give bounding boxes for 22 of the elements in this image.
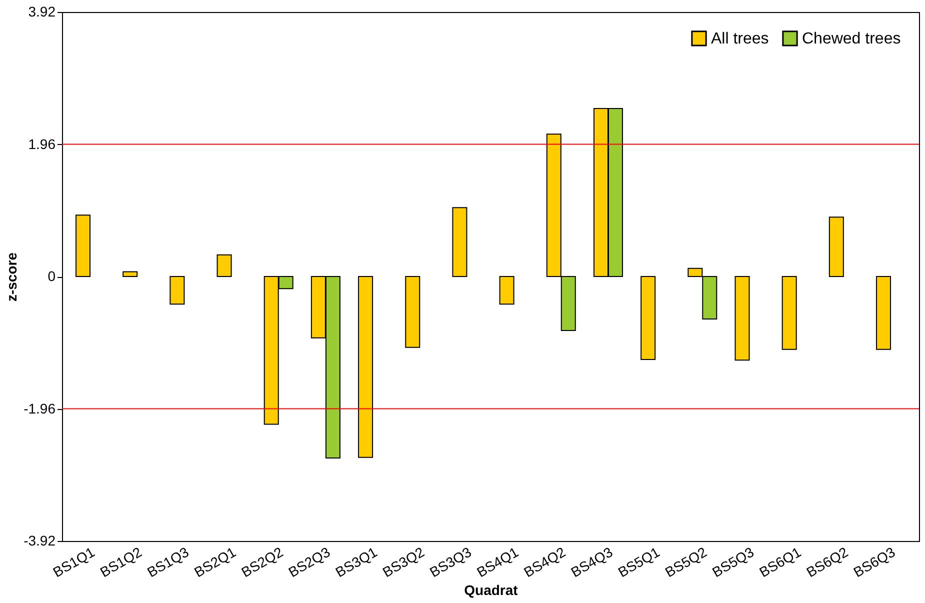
x-axis-title: Quadrat: [464, 582, 518, 598]
bar: [76, 214, 91, 277]
y-tick-label: -1.96: [24, 400, 56, 416]
legend-label: All trees: [711, 30, 769, 48]
bar: [640, 276, 656, 360]
legend-label: Chewed trees: [802, 30, 901, 48]
bar: [122, 271, 138, 277]
bar: [170, 276, 185, 305]
y-tick-label: 1.96: [28, 136, 56, 152]
y-axis-title: z-score: [4, 252, 20, 302]
bar: [405, 276, 420, 348]
bar: [876, 276, 892, 350]
y-tick-label: 3.92: [28, 4, 56, 20]
bar: [734, 276, 750, 361]
bar: [499, 276, 514, 305]
bar: [452, 207, 468, 277]
bar: [216, 254, 232, 277]
y-tick-label: -3.92: [24, 532, 56, 548]
y-tick-label: 0: [48, 268, 56, 284]
bar: [828, 216, 844, 277]
bar: [358, 276, 374, 458]
bar: [782, 276, 797, 350]
